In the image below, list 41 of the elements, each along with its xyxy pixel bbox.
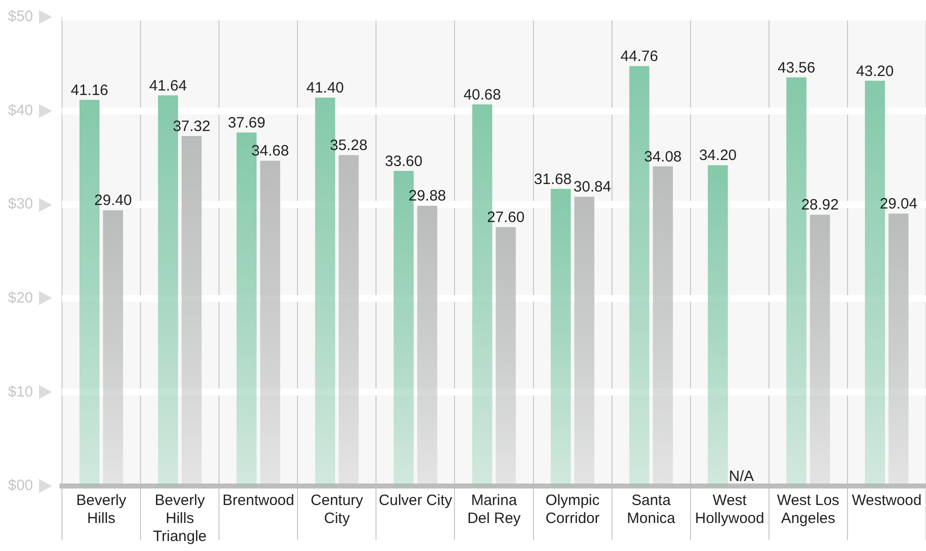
- data-label: 37.32: [172, 118, 210, 135]
- data-label: 35.28: [330, 137, 368, 154]
- data-label: 40.68: [463, 86, 501, 104]
- data-label: 34.68: [251, 142, 289, 160]
- x-tick-label: Westwood: [852, 492, 922, 510]
- data-label: 44.76: [620, 48, 658, 66]
- x-tick-label: West Hollywood: [695, 492, 764, 528]
- data-label: 31.68: [534, 170, 572, 188]
- x-tick-label: Beverly Hills Triangle: [153, 492, 207, 546]
- data-label: 41.64: [149, 77, 187, 94]
- data-label: 34.08: [644, 148, 682, 166]
- data-label: 27.60: [487, 209, 525, 226]
- x-tick-label: Olympic Corridor: [545, 492, 600, 528]
- bar: [708, 165, 728, 486]
- y-tick-label: $40: [8, 102, 34, 119]
- data-label: 41.40: [306, 80, 344, 97]
- x-tick-label: Century City: [310, 492, 364, 528]
- data-label: 37.69: [228, 114, 266, 132]
- y-tick-label: $20: [8, 290, 34, 307]
- y-tick-label: $30: [8, 196, 34, 213]
- x-tick-label: West Los Angeles: [777, 492, 840, 528]
- data-label: 29.88: [408, 188, 446, 205]
- x-tick-label: Culver City: [378, 492, 453, 510]
- x-tick-label: Santa Monica: [626, 492, 676, 528]
- data-label: 41.16: [70, 82, 108, 99]
- data-label: 30.84: [574, 178, 612, 196]
- data-label: 29.04: [880, 196, 918, 213]
- data-label: 29.40: [94, 192, 132, 210]
- data-label: 34.20: [699, 147, 737, 164]
- bar: [550, 188, 571, 486]
- y-tick-label: $00: [8, 477, 34, 494]
- y-tick-label: $10: [8, 383, 34, 400]
- data-label: 43.20: [856, 62, 894, 80]
- data-label: 43.56: [778, 59, 816, 76]
- text: N/A: [728, 468, 754, 485]
- y-tick-label: $50: [8, 8, 34, 26]
- x-tick-label: Brentwood: [222, 492, 294, 510]
- x-tick-label: Beverly Hills: [76, 492, 127, 528]
- data-label: 28.92: [801, 196, 839, 214]
- data-label: 33.60: [384, 152, 422, 170]
- x-tick-label: Marina Del Rey: [467, 492, 522, 528]
